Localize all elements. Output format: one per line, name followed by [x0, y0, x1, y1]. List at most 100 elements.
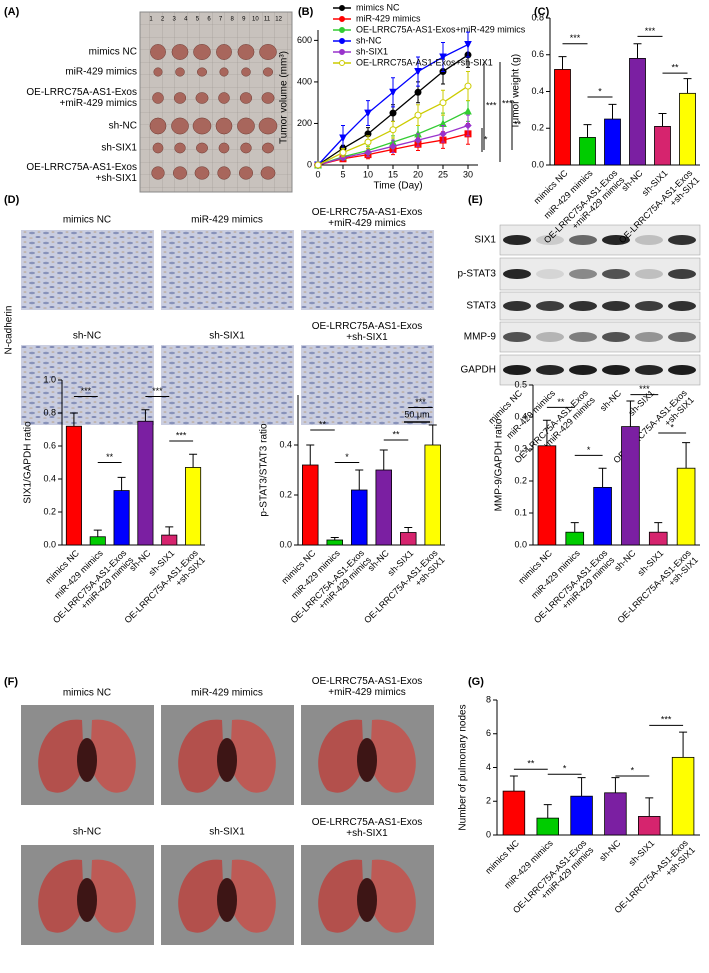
sig-label: **	[557, 397, 565, 407]
y-tick-label: 0.2	[279, 489, 292, 499]
y-tick-label: 0	[307, 159, 312, 169]
blot-band	[668, 235, 696, 245]
sig-label: **	[671, 63, 679, 73]
error-bar	[117, 476, 126, 491]
error-bar	[683, 78, 692, 94]
y-tick-label: 0	[486, 829, 491, 839]
point	[414, 111, 422, 119]
tumor	[152, 92, 164, 104]
blot-band	[668, 332, 696, 342]
blot-band	[635, 301, 663, 311]
tumor	[263, 67, 273, 77]
lung-caption: sh-SIX1	[209, 827, 245, 838]
tumor	[152, 142, 164, 154]
blot-band	[602, 332, 630, 342]
y-tick-label: 0.8	[531, 12, 544, 22]
point	[464, 41, 472, 49]
error-bar	[570, 522, 579, 533]
sig-label: ***	[486, 100, 497, 110]
lung	[178, 859, 224, 933]
bar	[679, 92, 696, 166]
y-tick-label: 0.8	[43, 407, 56, 417]
bar	[375, 469, 392, 546]
y-tick-label: 0.4	[514, 411, 527, 421]
error-bar	[165, 526, 174, 536]
row-label: sh-NC	[109, 121, 137, 132]
bar	[604, 118, 621, 166]
error-bar	[608, 103, 617, 120]
ihc-image	[161, 230, 294, 310]
bar	[89, 536, 106, 546]
y-tick-label: 4	[486, 762, 491, 772]
ruler-number: 9	[242, 17, 246, 23]
sig-label: *	[345, 452, 349, 462]
legend-label: sh-SIX1	[356, 46, 388, 56]
blot-band	[635, 365, 663, 375]
sig-label: ***	[645, 26, 656, 36]
tumor	[171, 117, 189, 135]
protein-label: STAT3	[466, 301, 496, 312]
tumor	[175, 67, 185, 77]
legend-label: sh-NC	[356, 35, 382, 45]
tumor	[219, 67, 229, 77]
y-axis-label: MMP-9/GAPDH ratio	[494, 418, 505, 511]
ruler-number: 2	[161, 17, 165, 23]
blot-band	[569, 301, 597, 311]
tumor	[149, 117, 167, 135]
y-tick-label: 600	[297, 35, 312, 45]
tumor	[240, 142, 252, 154]
blot	[499, 291, 701, 321]
ruler-number: 4	[184, 17, 188, 23]
sig-label: ***	[661, 715, 672, 725]
blot	[499, 257, 701, 291]
x-tick-label: 5	[340, 169, 345, 179]
point	[414, 68, 422, 76]
tumor	[151, 166, 165, 180]
blot-band	[668, 365, 696, 375]
lung	[90, 719, 136, 793]
bar	[502, 790, 526, 836]
blot-band	[635, 235, 663, 245]
bar	[400, 532, 417, 546]
bar	[161, 534, 178, 546]
x-tick-label: 10	[363, 169, 373, 179]
x-tick-label: 20	[413, 169, 423, 179]
sig-label: *	[670, 422, 674, 432]
error-bar	[577, 777, 586, 797]
y-tick-label: 0.5	[514, 379, 527, 389]
y-axis-label: p-STAT3/STAT3 ratio	[259, 423, 270, 517]
error-bar	[355, 469, 364, 490]
protein-label: SIX1	[474, 235, 496, 246]
tumor	[216, 44, 232, 60]
sig-label: ***	[81, 386, 92, 396]
error-bar	[404, 527, 413, 533]
y-tick-label: 400	[297, 76, 312, 86]
panel-label: (G)	[468, 676, 484, 688]
blot-band	[503, 332, 531, 342]
sig-label: *	[598, 86, 602, 96]
row-label: OE-LRRC75A-AS1-Exos +miR-429 mimics	[26, 87, 137, 109]
y-axis-label: Number of pulmonary nodes	[458, 704, 469, 830]
error-bar	[611, 777, 620, 793]
tumor	[215, 117, 233, 135]
blot-band	[569, 235, 597, 245]
heart	[357, 738, 377, 782]
blot-band	[602, 269, 630, 279]
tumor	[261, 92, 275, 104]
bar	[302, 464, 319, 546]
lung	[318, 859, 364, 933]
ruler-number: 10	[252, 17, 259, 23]
ruler-number: 6	[207, 17, 211, 23]
ihc-caption: sh-NC	[73, 331, 101, 342]
bar	[676, 467, 696, 546]
bar	[671, 756, 695, 836]
point	[414, 88, 422, 96]
error-bar	[306, 444, 315, 465]
tumor	[171, 44, 189, 60]
error-bar	[69, 412, 78, 427]
point	[464, 121, 472, 130]
bar	[621, 426, 640, 546]
tumor	[194, 166, 210, 180]
lung	[90, 859, 136, 933]
